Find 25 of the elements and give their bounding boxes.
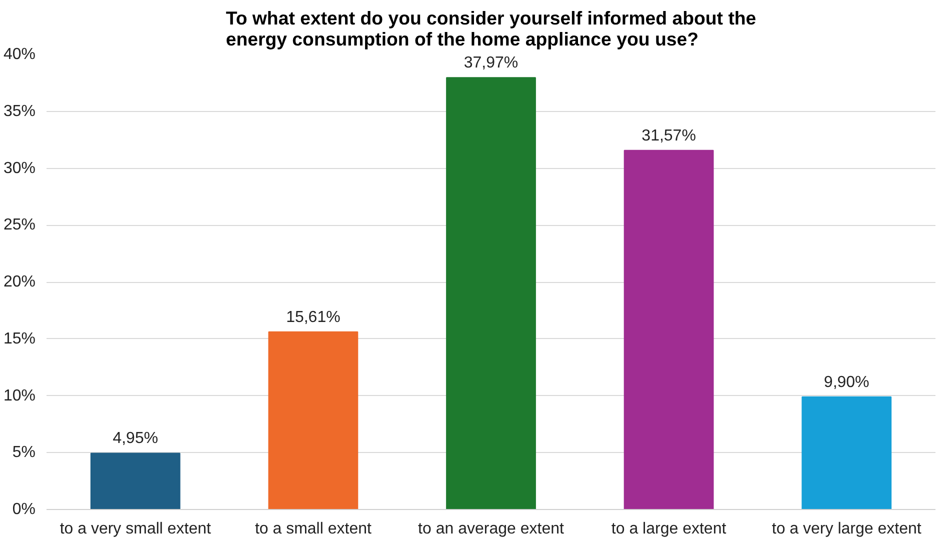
data-label: 31,57%	[642, 127, 696, 144]
y-tick-label: 35%	[3, 102, 36, 120]
bar	[90, 452, 180, 510]
x-tick-label: to a large extent	[611, 520, 727, 538]
bar	[624, 150, 714, 510]
y-tick-label: 20%	[3, 274, 36, 290]
x-tick-label: to a very small extent	[60, 520, 212, 538]
chart-title: To what extent do you consider yourself informed about the energy consumption of the home appliance you use?	[226, 8, 756, 50]
x-tick-label: to a small extent	[254, 520, 372, 538]
y-tick-label: 15%	[3, 330, 36, 348]
y-tick-label: 10%	[3, 387, 36, 404]
y-tick-label: 40%	[3, 46, 36, 63]
data-label: 4,95%	[112, 430, 158, 448]
y-tick-label: 5%	[12, 444, 36, 462]
bar	[268, 331, 358, 510]
y-tick-label: 0%	[12, 501, 36, 518]
y-tick-label: 30%	[3, 160, 36, 177]
data-label: 9,90%	[824, 374, 870, 391]
bar	[446, 77, 536, 510]
x-tick-label: to an average extent	[418, 520, 564, 538]
x-tick-label: to a very large extent	[772, 520, 922, 538]
bar	[802, 396, 892, 510]
data-label: 15,61%	[286, 308, 340, 326]
data-label: 37,97%	[464, 54, 518, 72]
y-tick-label: 25%	[3, 216, 36, 234]
